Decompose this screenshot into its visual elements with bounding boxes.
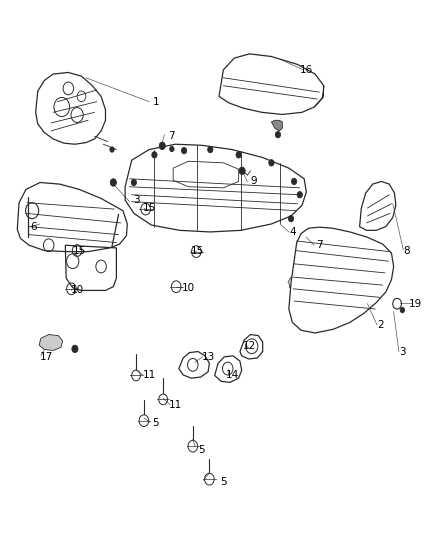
Text: 10: 10 xyxy=(71,286,84,295)
Text: 6: 6 xyxy=(30,222,37,232)
Text: 5: 5 xyxy=(152,418,159,429)
Circle shape xyxy=(110,147,114,152)
Text: 7: 7 xyxy=(316,240,323,250)
Text: 13: 13 xyxy=(201,352,215,362)
Text: 10: 10 xyxy=(182,283,195,293)
Text: 19: 19 xyxy=(409,298,422,309)
Text: 14: 14 xyxy=(226,370,239,381)
Circle shape xyxy=(291,178,297,184)
Text: 9: 9 xyxy=(251,176,257,187)
Text: 3: 3 xyxy=(399,346,406,357)
Text: 11: 11 xyxy=(142,370,156,381)
Text: 8: 8 xyxy=(403,246,410,255)
Text: 2: 2 xyxy=(377,320,384,330)
Text: 1: 1 xyxy=(152,96,159,107)
Polygon shape xyxy=(314,86,324,107)
Text: 5: 5 xyxy=(220,477,227,487)
Text: 15: 15 xyxy=(142,203,156,213)
Circle shape xyxy=(72,345,78,353)
Circle shape xyxy=(131,179,137,185)
Circle shape xyxy=(297,191,302,198)
Circle shape xyxy=(288,215,293,222)
Circle shape xyxy=(159,142,165,150)
Circle shape xyxy=(152,152,157,158)
Text: 3: 3 xyxy=(133,195,139,205)
Circle shape xyxy=(400,308,405,313)
Text: 7: 7 xyxy=(168,131,174,141)
Text: 4: 4 xyxy=(290,227,297,237)
Circle shape xyxy=(269,160,274,166)
Text: 15: 15 xyxy=(73,246,86,255)
Circle shape xyxy=(110,179,117,186)
Text: 11: 11 xyxy=(169,400,182,410)
Circle shape xyxy=(276,132,281,138)
Text: 17: 17 xyxy=(40,352,53,362)
Polygon shape xyxy=(39,335,63,351)
Polygon shape xyxy=(272,120,283,131)
Circle shape xyxy=(208,147,213,153)
Text: 15: 15 xyxy=(191,246,204,255)
Circle shape xyxy=(239,167,245,174)
Text: 12: 12 xyxy=(243,341,256,351)
Circle shape xyxy=(170,147,174,152)
Circle shape xyxy=(181,148,187,154)
Circle shape xyxy=(236,152,241,158)
Text: 16: 16 xyxy=(300,65,313,75)
Text: 5: 5 xyxy=(198,445,205,455)
